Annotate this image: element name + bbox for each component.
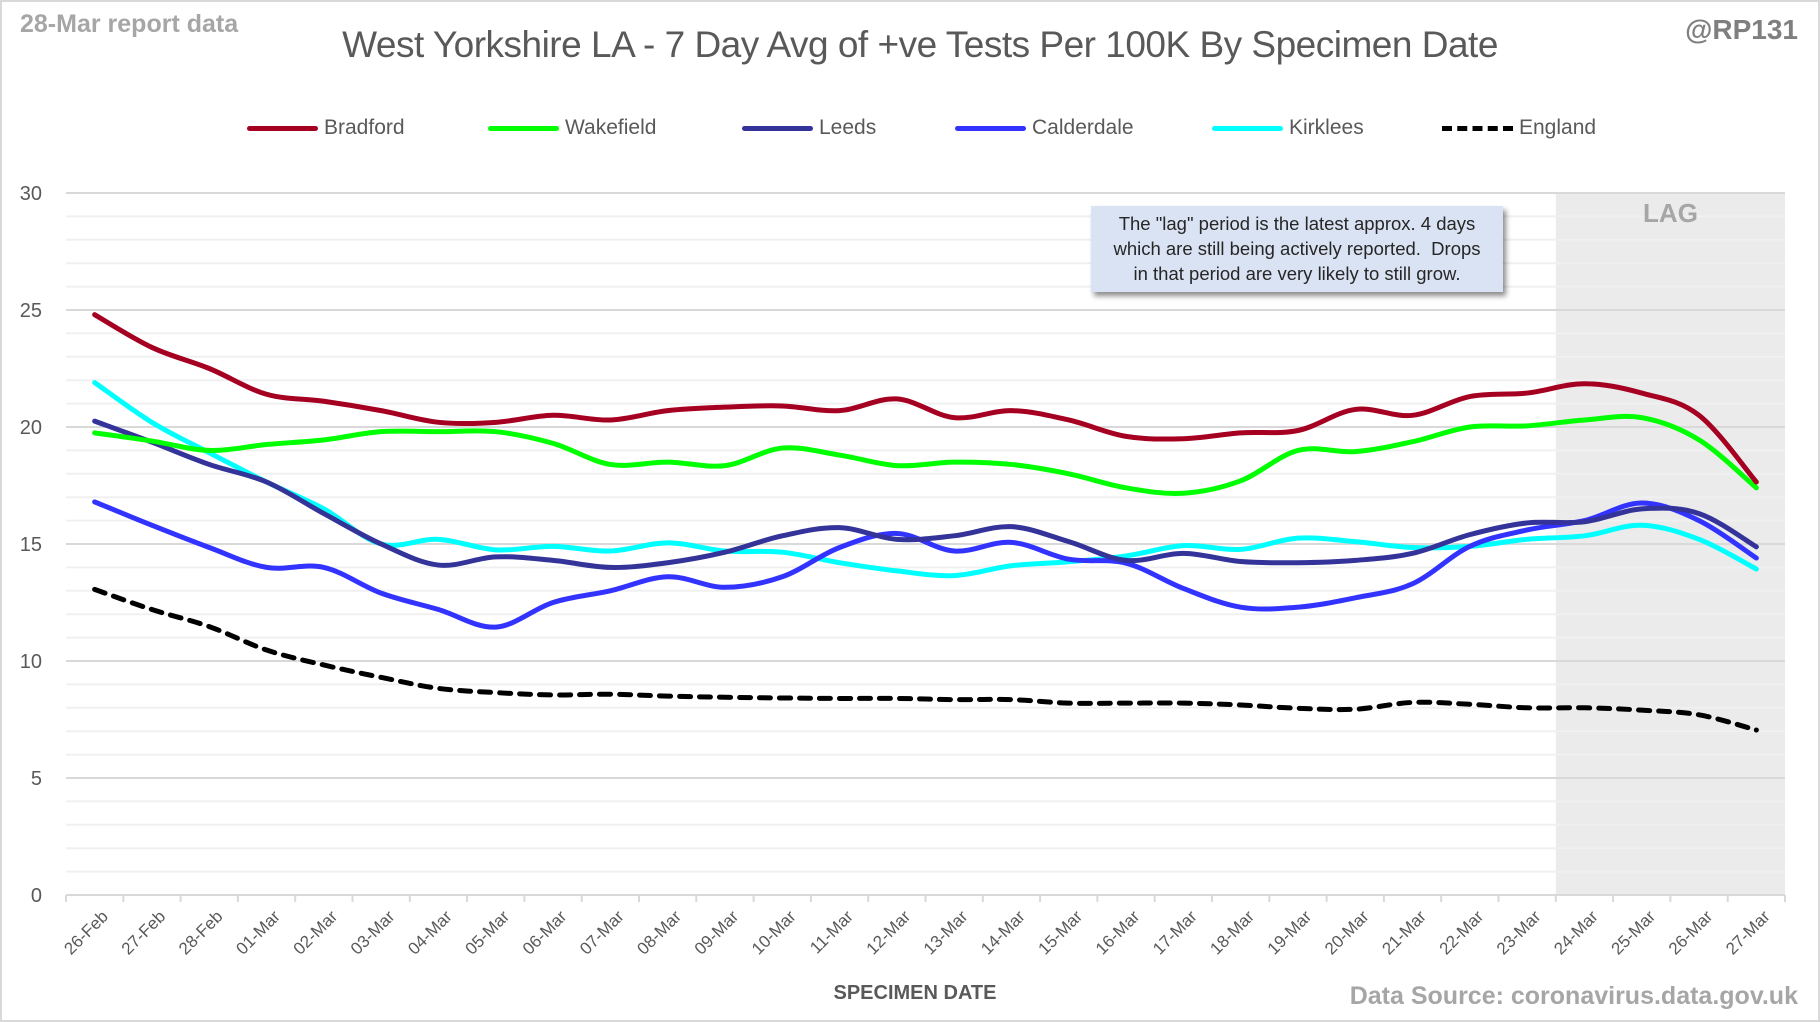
legend-swatch-kirklees: [1212, 125, 1283, 131]
x-tick-label: 07-Mar: [576, 907, 628, 959]
gridlines: [66, 192, 1785, 873]
series-line-england: [92, 586, 1759, 733]
x-tick-label: 25-Mar: [1608, 907, 1660, 959]
x-tick-label: 15-Mar: [1035, 907, 1087, 959]
x-tick-label: 13-Mar: [920, 907, 972, 959]
annotation-line-3: in that period are very likely to still …: [1133, 263, 1461, 284]
legend-label-leeds: Leeds: [819, 116, 877, 139]
series-line-calderdale: [92, 499, 1759, 630]
y-tick-label: 5: [31, 768, 42, 790]
legend-item-bradford: Bradford: [247, 114, 405, 142]
x-axis-title: SPECIMEN DATE: [833, 982, 997, 1004]
series-line-leeds: [92, 418, 1759, 570]
x-tick-label: 04-Mar: [404, 907, 456, 959]
legend-item-leeds: Leeds: [742, 114, 876, 142]
x-tick-label: 24-Mar: [1550, 907, 1602, 959]
x-tick-label: 26-Mar: [1665, 907, 1717, 959]
legend-label-england: England: [1519, 116, 1597, 139]
x-tick-label: 19-Mar: [1264, 907, 1316, 959]
data-source-label: Data Source: coronavirus.data.gov.uk: [1349, 982, 1798, 1010]
y-tick-label: 15: [20, 534, 42, 556]
x-tick-label: 08-Mar: [633, 907, 685, 959]
x-tick-label: 27-Mar: [1722, 907, 1774, 959]
series-line-wakefield: [92, 413, 1759, 496]
x-tick-label: 05-Mar: [462, 907, 514, 959]
chart-title: West Yorkshire LA - 7 Day Avg of +ve Tes…: [342, 24, 1498, 65]
x-tick-label: 17-Mar: [1149, 907, 1201, 959]
x-tick-label: 06-Mar: [519, 907, 571, 959]
legend-swatch-calderdale: [955, 125, 1026, 131]
y-tick-label: 20: [20, 417, 42, 439]
y-tick-label: 30: [20, 183, 42, 205]
x-tick-label: 21-Mar: [1378, 907, 1430, 959]
legend-item-wakefield: Wakefield: [488, 114, 656, 142]
chart-legend: Bradford Wakefield Leeds Calderdale Kirk…: [0, 114, 1820, 142]
x-tick-label: 01-Mar: [232, 907, 284, 959]
legend-swatch-leeds: [742, 125, 813, 131]
x-tick-label: 18-Mar: [1206, 907, 1258, 959]
legend-item-kirklees: Kirklees: [1212, 114, 1364, 142]
annotation-line-2: which are still being actively reported.…: [1113, 238, 1481, 259]
legend-item-england: England: [1442, 114, 1596, 142]
report-date-label: 28-Mar report data: [20, 10, 239, 38]
x-tick-label: 11-Mar: [806, 907, 857, 958]
annotation-line-1: The "lag" period is the latest approx. 4…: [1118, 213, 1476, 234]
legend-item-calderdale: Calderdale: [955, 114, 1134, 142]
x-tick-label: 26-Feb: [60, 907, 112, 959]
x-tick-label: 10-Mar: [748, 907, 800, 959]
legend-swatch-england: [1442, 125, 1513, 131]
lag-annotation-box: The "lag" period is the latest approx. 4…: [1091, 206, 1503, 292]
y-tick-label: 0: [31, 885, 42, 907]
y-tick-label: 10: [20, 651, 42, 673]
legend-swatch-wakefield: [488, 125, 559, 131]
legend-swatch-bradford: [247, 125, 318, 131]
author-handle: @RP131: [1685, 14, 1798, 45]
legend-label-wakefield: Wakefield: [565, 116, 657, 139]
x-tick-label: 16-Mar: [1092, 907, 1144, 959]
x-tick-label: 02-Mar: [290, 907, 342, 959]
series-line-kirklees: [92, 380, 1759, 579]
legend-label-calderdale: Calderdale: [1032, 116, 1134, 139]
y-tick-label: 25: [20, 300, 42, 322]
x-tick-label: 03-Mar: [347, 907, 399, 959]
x-tick-label: 22-Mar: [1436, 907, 1488, 959]
x-tick-label: 12-Mar: [863, 907, 915, 959]
x-tick-label: 14-Mar: [977, 907, 1029, 959]
x-tick-label: 27-Feb: [118, 907, 170, 959]
legend-label-kirklees: Kirklees: [1289, 116, 1364, 139]
x-tick-label: 09-Mar: [691, 907, 743, 959]
lag-label: LAG: [1643, 198, 1698, 228]
series-lines: [92, 312, 1759, 733]
x-tick-label: 28-Feb: [175, 907, 227, 959]
series-line-bradford: [92, 312, 1759, 485]
x-tick-label: 20-Mar: [1321, 907, 1373, 959]
x-tick-label: 23-Mar: [1493, 907, 1545, 959]
legend-label-bradford: Bradford: [324, 116, 405, 139]
